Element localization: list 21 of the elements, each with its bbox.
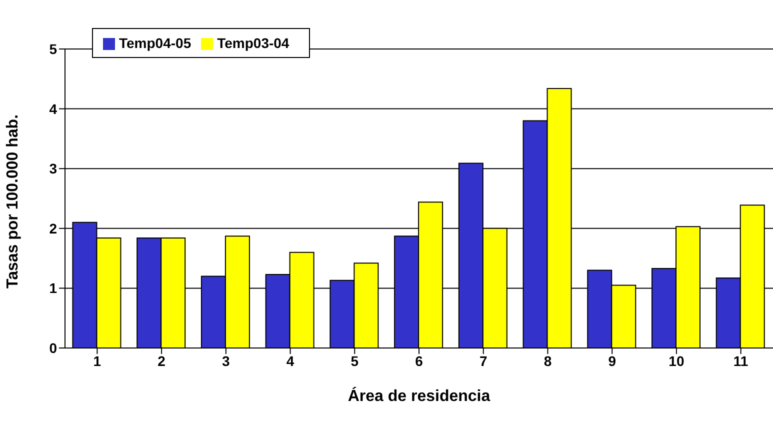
x-tick-label: 2 [158,352,166,369]
x-tick-label: 4 [286,352,294,369]
x-axis-title: Área de residencia [348,386,490,405]
x-tick-label: 6 [415,352,424,369]
legend-label: Temp04-05 [119,35,192,51]
y-tick-label: 0 [49,340,58,356]
x-tick-label: 8 [544,352,552,369]
y-tick-label: 1 [49,280,58,296]
y-tick-label: 4 [49,100,58,117]
x-tick-label: 9 [608,352,616,369]
x-tick-label: 1 [93,352,102,369]
x-tick-label: 5 [350,352,359,369]
y-tick-label: 3 [49,160,58,177]
x-tick-label: 3 [222,352,230,369]
y-tick-label: 2 [49,220,58,236]
x-tick-label: 11 [733,352,748,369]
x-tick-label: 10 [668,352,684,369]
legend-label: Temp03-04 [217,35,290,51]
y-tick-label: 5 [49,40,58,57]
x-tick-label: 7 [479,352,488,369]
y-axis-title: Tasas por 100.000 hab. [4,114,22,288]
